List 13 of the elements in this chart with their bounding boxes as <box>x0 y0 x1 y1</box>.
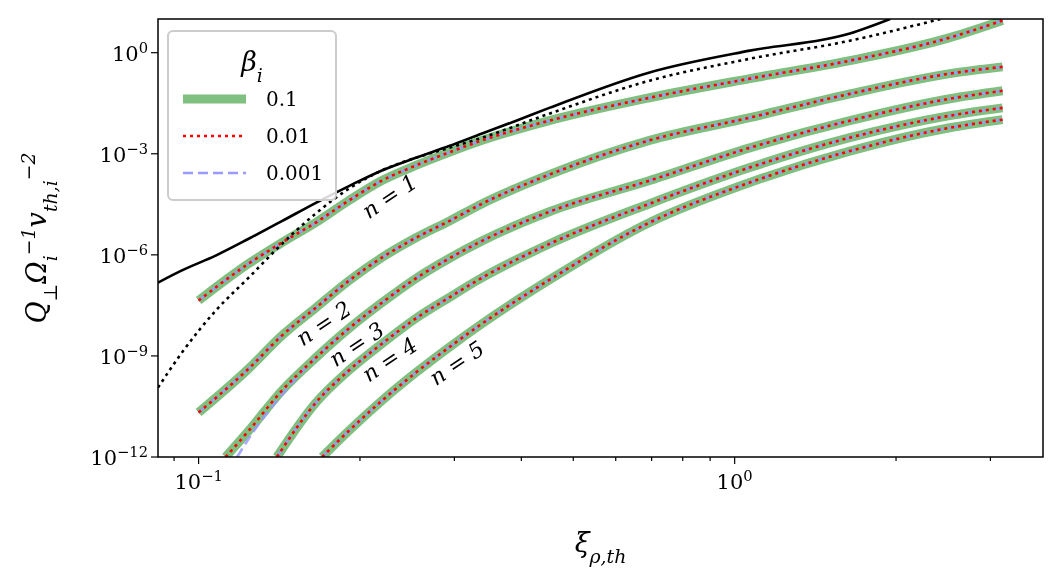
y-tick-label: 10$^{0}$ <box>111 38 148 66</box>
legend-label: 0.01 <box>266 124 311 148</box>
legend-label: 0.1 <box>266 87 298 111</box>
y-tick-label: 10$^{−6}$ <box>99 240 148 268</box>
annotation: n = 1 <box>357 169 422 224</box>
y-tick-label: 10$^{−3}$ <box>99 139 148 167</box>
legend-title: β$_{i}$ <box>240 46 263 86</box>
x-tick-label: 10$^{−1}$ <box>174 466 223 494</box>
annotation: n = 5 <box>424 335 490 391</box>
y-tick-label: 10$^{−12}$ <box>90 442 148 470</box>
legend-label: 0.001 <box>266 161 324 185</box>
x-axis-title: ξ$_{ρ,th}$ <box>574 527 627 567</box>
y-tick-label: 10$^{−9}$ <box>99 341 148 369</box>
